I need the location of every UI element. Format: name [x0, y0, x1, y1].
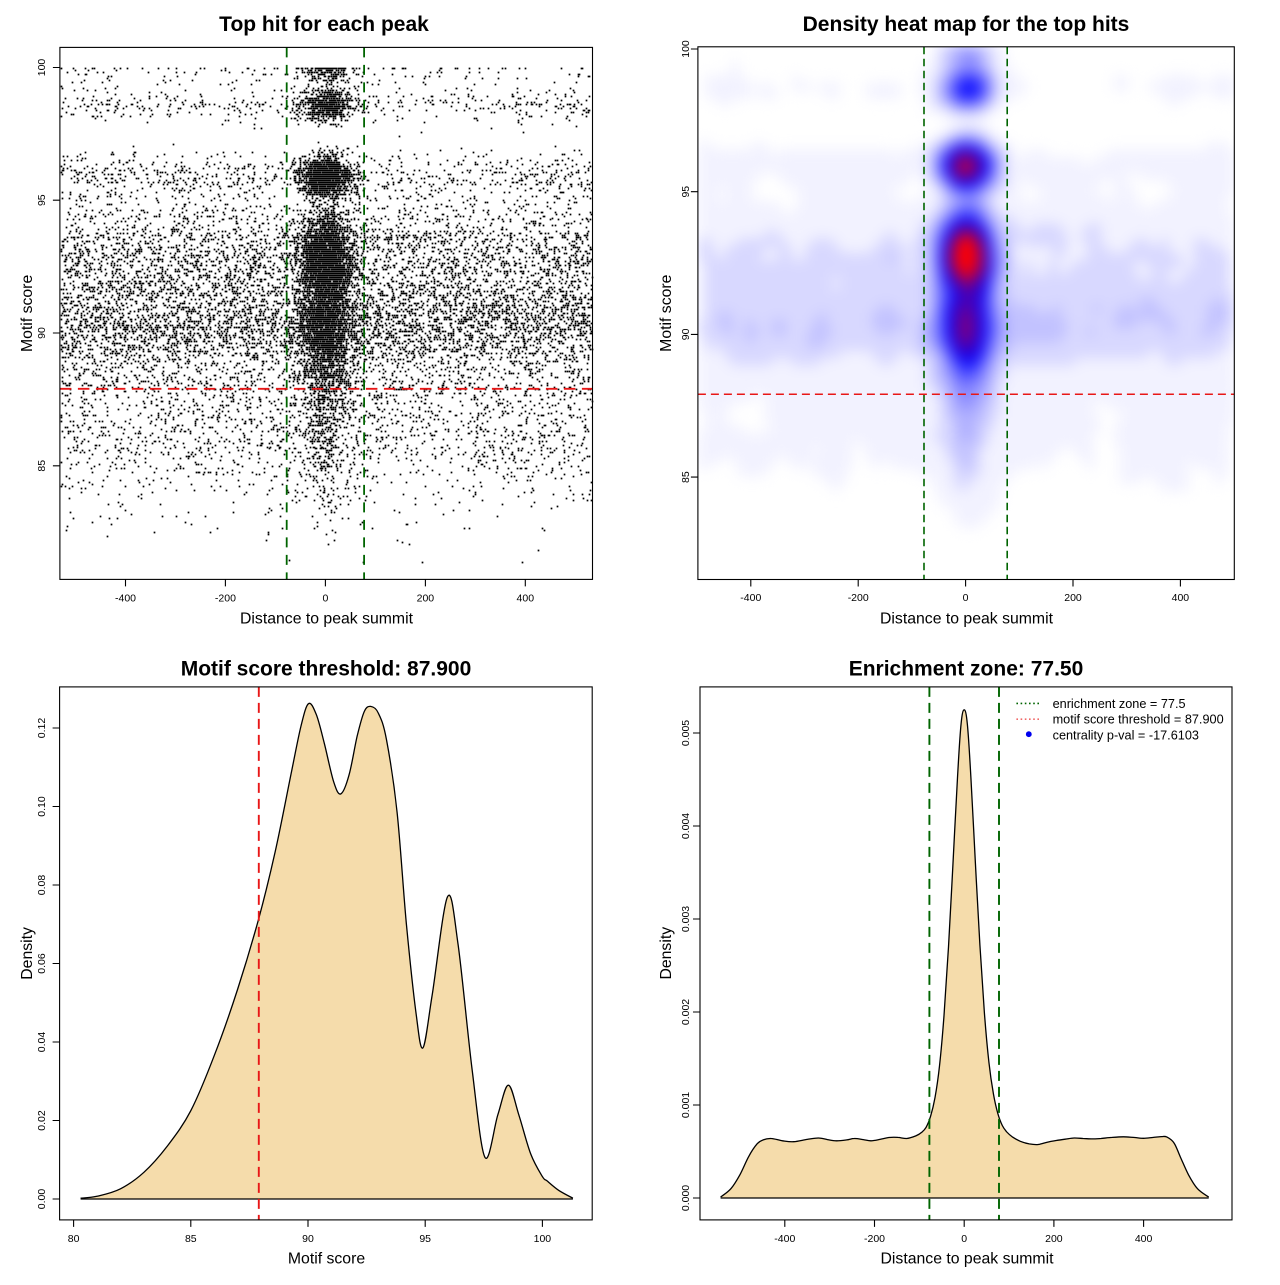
svg-text:80: 80 — [68, 1233, 80, 1245]
svg-text:centrality p-val = -17.6103: centrality p-val = -17.6103 — [1053, 728, 1199, 742]
svg-text:0.08: 0.08 — [36, 875, 48, 896]
svg-text:Distance to peak summit: Distance to peak summit — [881, 1251, 1055, 1268]
svg-text:0: 0 — [961, 1233, 967, 1245]
svg-text:-200: -200 — [864, 1233, 885, 1245]
svg-text:Enrichment zone: 77.50: Enrichment zone: 77.50 — [849, 657, 1084, 680]
svg-text:95: 95 — [36, 194, 48, 206]
svg-text:85: 85 — [36, 460, 48, 472]
svg-text:Density heat map for the top h: Density heat map for the top hits — [803, 13, 1130, 36]
svg-text:Motif score threshold: 87.900: Motif score threshold: 87.900 — [181, 657, 472, 680]
svg-text:85: 85 — [185, 1233, 197, 1245]
svg-text:200: 200 — [1064, 592, 1082, 604]
svg-text:0: 0 — [322, 593, 328, 605]
svg-text:0.005: 0.005 — [680, 720, 692, 746]
svg-text:Density: Density — [19, 927, 36, 980]
svg-text:0.00: 0.00 — [36, 1189, 48, 1210]
svg-text:100: 100 — [680, 40, 692, 58]
svg-text:0.001: 0.001 — [680, 1092, 692, 1118]
svg-text:0.003: 0.003 — [680, 906, 692, 932]
svg-text:0.002: 0.002 — [680, 999, 692, 1025]
svg-text:400: 400 — [517, 593, 535, 605]
svg-text:-400: -400 — [740, 592, 761, 604]
svg-text:95: 95 — [419, 1233, 431, 1245]
svg-text:Motif score: Motif score — [19, 275, 36, 352]
svg-text:Distance to peak summit: Distance to peak summit — [240, 611, 414, 628]
svg-text:-400: -400 — [774, 1233, 795, 1245]
svg-text:400: 400 — [1135, 1233, 1153, 1245]
svg-text:90: 90 — [36, 327, 48, 339]
svg-text:90: 90 — [680, 328, 692, 340]
svg-text:200: 200 — [1045, 1233, 1063, 1245]
svg-text:85: 85 — [680, 471, 692, 483]
svg-text:400: 400 — [1172, 592, 1190, 604]
svg-text:enrichment zone = 77.5: enrichment zone = 77.5 — [1053, 697, 1186, 711]
svg-text:0: 0 — [963, 592, 969, 604]
svg-text:95: 95 — [680, 186, 692, 198]
svg-text:motif score threshold = 87.900: motif score threshold = 87.900 — [1053, 713, 1224, 727]
svg-text:Motif score: Motif score — [288, 1251, 365, 1268]
svg-text:0.06: 0.06 — [36, 953, 48, 974]
svg-text:Density: Density — [658, 927, 675, 980]
svg-text:0.000: 0.000 — [680, 1185, 692, 1211]
svg-text:Distance to peak summit: Distance to peak summit — [880, 611, 1054, 628]
svg-text:0.02: 0.02 — [36, 1110, 48, 1131]
svg-text:0.12: 0.12 — [36, 718, 48, 739]
svg-text:-400: -400 — [115, 593, 136, 605]
svg-text:200: 200 — [417, 593, 435, 605]
svg-text:Top hit for each peak: Top hit for each peak — [219, 13, 429, 36]
svg-text:-200: -200 — [215, 593, 236, 605]
svg-text:Motif score: Motif score — [658, 274, 675, 351]
svg-text:-200: -200 — [848, 592, 869, 604]
svg-text:0.04: 0.04 — [36, 1032, 48, 1053]
svg-text:100: 100 — [36, 59, 48, 77]
svg-text:0.004: 0.004 — [680, 813, 692, 839]
svg-text:0.10: 0.10 — [36, 796, 48, 817]
svg-text:100: 100 — [534, 1233, 552, 1245]
svg-text:90: 90 — [302, 1233, 314, 1245]
